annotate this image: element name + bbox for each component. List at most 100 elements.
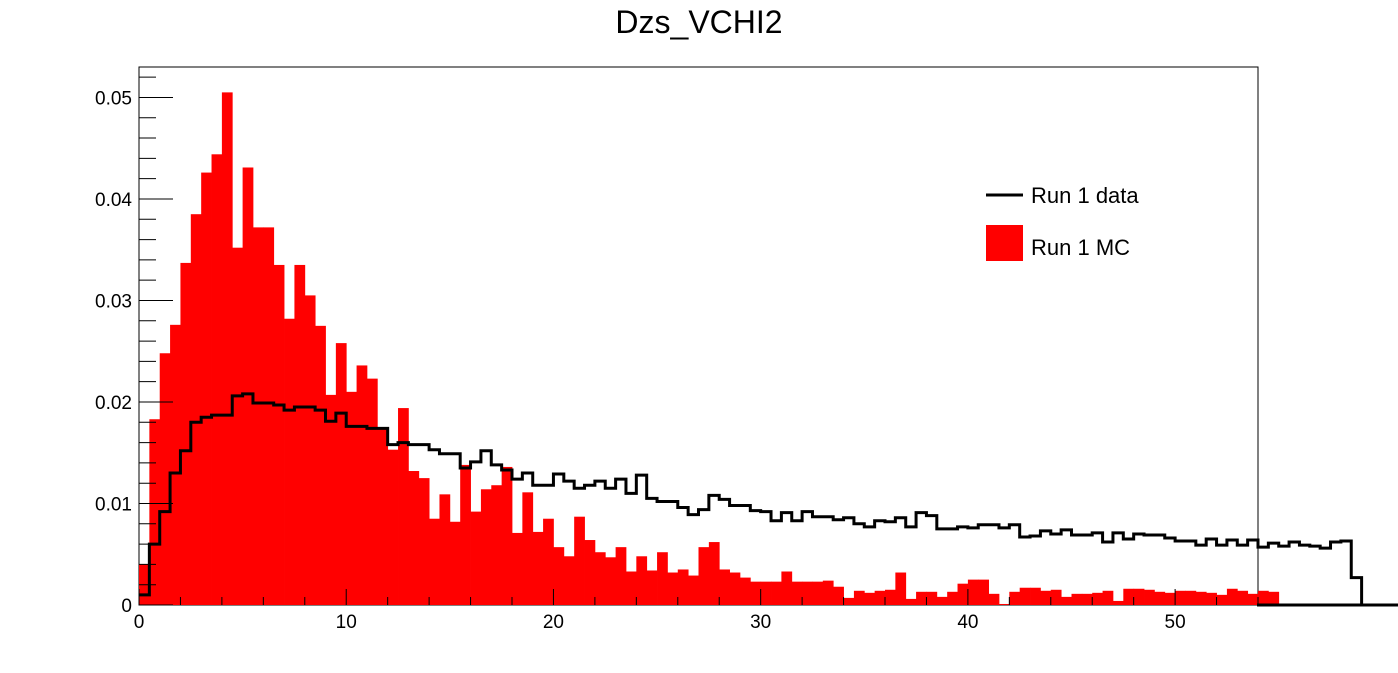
mc-bar bbox=[708, 542, 720, 605]
mc-bar bbox=[698, 547, 710, 605]
mc-bar bbox=[615, 547, 627, 605]
mc-bar bbox=[574, 516, 585, 605]
mc-bar bbox=[346, 391, 357, 605]
legend-label-data: Run 1 data bbox=[1031, 183, 1139, 208]
y-tick-label: 0.05 bbox=[95, 88, 132, 109]
mc-bar bbox=[221, 92, 233, 605]
mc-bar bbox=[853, 590, 865, 605]
mc-bar bbox=[460, 464, 471, 605]
x-tick-label: 40 bbox=[957, 612, 978, 633]
mc-bar bbox=[512, 532, 523, 605]
mc-bar bbox=[947, 591, 958, 605]
mc-bar bbox=[1071, 593, 1083, 605]
mc-bar bbox=[625, 571, 637, 605]
mc-bar bbox=[1226, 588, 1238, 605]
mc-bar bbox=[356, 365, 368, 605]
mc-bar bbox=[1123, 588, 1135, 605]
mc-bar bbox=[387, 449, 399, 605]
mc-bar bbox=[491, 485, 503, 605]
mc-bar bbox=[988, 593, 1000, 605]
mc-bar bbox=[822, 580, 834, 605]
data-series-line bbox=[139, 392, 1398, 607]
mc-bar bbox=[201, 172, 212, 605]
x-tick-label: 10 bbox=[336, 612, 357, 633]
mc-bar bbox=[605, 557, 617, 605]
mc-bar bbox=[180, 262, 192, 605]
mc-bar bbox=[978, 579, 990, 605]
mc-bar bbox=[335, 343, 347, 605]
x-tick-label: 50 bbox=[1165, 612, 1186, 633]
mc-bar bbox=[833, 586, 844, 605]
mc-bar bbox=[1133, 588, 1145, 605]
mc-bar bbox=[916, 591, 927, 605]
x-tick-label: 20 bbox=[543, 612, 564, 633]
mc-bar bbox=[1206, 592, 1217, 605]
legend-label-mc: Run 1 MC bbox=[1031, 235, 1130, 260]
mc-bar bbox=[843, 597, 855, 605]
mc-bar bbox=[781, 571, 793, 605]
mc-bar bbox=[273, 264, 285, 605]
mc-bar bbox=[563, 556, 575, 605]
mc-bar bbox=[998, 603, 1010, 605]
mc-bar bbox=[366, 378, 378, 605]
mc-bar bbox=[667, 572, 679, 605]
mc-bar bbox=[657, 552, 668, 605]
mc-bar bbox=[232, 247, 244, 605]
mc-bar bbox=[398, 408, 409, 605]
mc-bar bbox=[408, 471, 420, 605]
mc-bar bbox=[1112, 600, 1124, 605]
axes-group bbox=[138, 76, 1259, 606]
mc-bar bbox=[1216, 594, 1228, 605]
x-tick-label: 30 bbox=[750, 612, 771, 633]
legend: Run 1 data Run 1 MC bbox=[986, 183, 1139, 261]
mc-bar bbox=[967, 579, 979, 605]
mc-bar bbox=[543, 518, 554, 605]
mc-bar bbox=[719, 569, 730, 605]
mc-bar bbox=[263, 227, 275, 605]
y-tick-label: 0 bbox=[121, 596, 132, 617]
y-tick-label: 0.01 bbox=[95, 494, 132, 515]
mc-bar bbox=[1061, 596, 1072, 605]
mc-bar bbox=[1030, 587, 1041, 605]
mc-bar bbox=[429, 518, 440, 605]
mc-bar bbox=[211, 154, 223, 606]
mc-bar bbox=[159, 353, 171, 605]
mc-bar bbox=[449, 521, 461, 605]
mc-bar bbox=[1247, 593, 1259, 605]
mc-bar bbox=[170, 324, 181, 605]
mc-bar bbox=[1154, 591, 1166, 605]
mc-bar bbox=[325, 394, 337, 605]
mc-bar bbox=[739, 577, 751, 605]
y-tick-label: 0.03 bbox=[95, 291, 132, 312]
mc-bars-group bbox=[139, 92, 1280, 606]
x-tick-label: 0 bbox=[134, 612, 145, 633]
mc-bar bbox=[1268, 591, 1280, 605]
mc-bar bbox=[895, 572, 907, 605]
y-tick-label: 0.04 bbox=[95, 190, 132, 211]
mc-bar bbox=[1185, 590, 1197, 605]
mc-bar bbox=[553, 547, 565, 605]
mc-bar bbox=[1092, 592, 1103, 605]
mc-bar bbox=[905, 598, 917, 605]
mc-bar bbox=[470, 511, 482, 605]
mc-bar bbox=[501, 466, 513, 605]
mc-bar bbox=[242, 167, 254, 606]
mc-bar bbox=[885, 589, 896, 605]
mc-bar bbox=[1019, 587, 1031, 605]
mc-bar bbox=[812, 581, 824, 605]
mc-bar bbox=[584, 540, 596, 605]
mc-bar bbox=[149, 419, 161, 605]
mc-bar bbox=[1195, 591, 1207, 605]
mc-bar bbox=[760, 581, 772, 605]
mc-bar bbox=[522, 492, 534, 605]
mc-bar bbox=[936, 596, 948, 605]
mc-bar bbox=[750, 581, 762, 605]
mc-bar bbox=[677, 569, 689, 605]
mc-bar bbox=[377, 427, 389, 605]
mc-bar bbox=[1050, 589, 1062, 605]
mc-bar bbox=[729, 572, 741, 605]
mc-bar bbox=[864, 592, 876, 605]
mc-bar bbox=[1175, 590, 1186, 605]
mc-bar bbox=[1258, 590, 1269, 605]
